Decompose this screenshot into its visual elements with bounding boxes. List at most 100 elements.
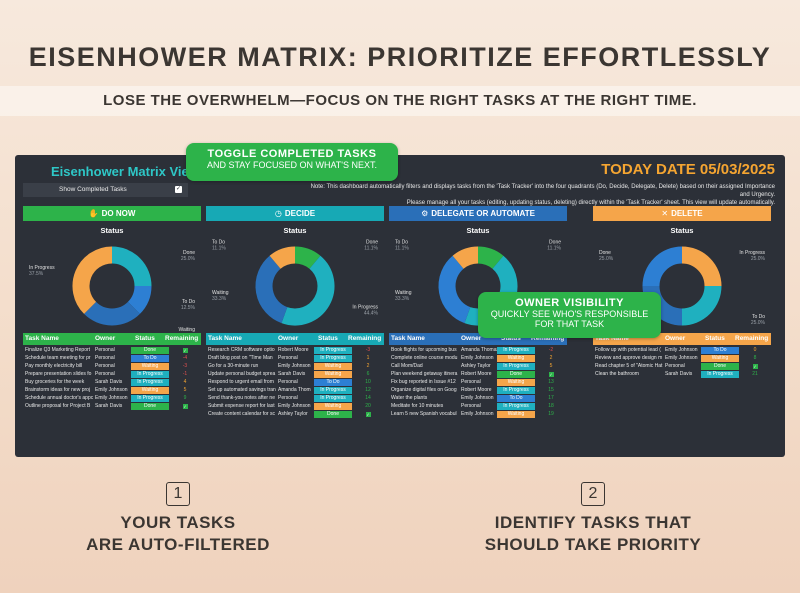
callout-owner-sub-2: FOR THAT TASK	[534, 319, 605, 329]
quadrant-do-title: DO NOW	[101, 209, 136, 218]
column-header-owner: Owner	[461, 335, 482, 342]
status-badge: In Progress	[701, 371, 739, 378]
task-owner: Emily Johnson	[665, 355, 698, 361]
donut-slice-waiting	[438, 255, 471, 324]
table-row[interactable]: Book flights for upcoming bus Amanda Thom…	[389, 347, 567, 355]
show-completed-toggle[interactable]: Show Completed Tasks ✓	[23, 183, 188, 197]
remaining-days: 19	[548, 411, 554, 417]
task-owner: Personal	[95, 355, 115, 361]
remaining-days: -4	[182, 355, 188, 361]
table-row[interactable]: Schedule team meeting for pr Personal To D…	[23, 355, 201, 363]
table-row[interactable]: Follow up with potential lead (Emily Joh…	[593, 347, 771, 355]
donut-percent: 11.1%	[547, 246, 561, 252]
table-row[interactable]: Send thank-you notes after ne Personal In …	[206, 395, 384, 403]
table-row[interactable]: Learn 5 new Spanish vocabul Emily Johnson…	[389, 411, 567, 419]
donut-label: Done	[366, 240, 378, 246]
step-2-number: 2	[581, 482, 605, 506]
status-badge: To Do	[497, 395, 535, 402]
table-row[interactable]: Research CRM software optio Robert Moore I…	[206, 347, 384, 355]
task-name: Research CRM software optio	[208, 347, 275, 353]
hand-icon: ✋	[88, 209, 99, 218]
remaining-days: 14	[365, 395, 371, 401]
table-row[interactable]: Clean the bathroom Sarah Davis In Progress…	[593, 371, 771, 379]
status-badge: Waiting	[497, 355, 535, 362]
donut-slice-done	[111, 246, 152, 287]
task-owner: Personal	[95, 363, 115, 369]
table-row[interactable]: Complete online course modu Emily Johnson…	[389, 355, 567, 363]
show-completed-checkbox[interactable]: ✓	[175, 186, 182, 193]
task-owner: Personal	[278, 379, 298, 385]
step-2-text: IDENTIFY TASKS THAT SHOULD TAKE PRIORITY	[463, 512, 723, 556]
table-row[interactable]: Prepare presentation slides fo Personal In…	[23, 371, 201, 379]
table-row[interactable]: Review and approve design m Emily Johnson…	[593, 355, 771, 363]
task-name: Update personal budget sprea	[208, 371, 276, 377]
table-row[interactable]: Buy groceries for the week Sarah Davis In …	[23, 379, 201, 387]
remaining-days: 5	[183, 387, 187, 393]
task-owner: Emily Johnson	[461, 355, 494, 361]
status-badge: To Do	[701, 347, 739, 354]
table-row[interactable]: Create content calendar for sc Ashley Tay…	[206, 411, 384, 419]
task-name: Review and approve design m	[595, 355, 663, 361]
task-owner: Ashley Taylor	[278, 411, 308, 417]
task-table-header: Task Name Owner Status Remaining	[206, 333, 384, 345]
table-row[interactable]: Schedule annual doctor's appc Emily Johns…	[23, 395, 201, 403]
table-row[interactable]: Call Mom/Dad Ashley Taylor In Progress 5	[389, 363, 567, 371]
dashboard-note: Note: This dashboard automatically filte…	[300, 183, 775, 207]
status-badge: In Progress	[314, 387, 352, 394]
table-row[interactable]: Update personal budget sprea Sarah Davis W…	[206, 371, 384, 379]
remaining-days: 12	[365, 387, 371, 393]
task-name: Plan weekend getaway itinera	[391, 371, 458, 377]
table-row[interactable]: Set up automated savings tran Amanda Thom…	[206, 387, 384, 395]
table-row[interactable]: Outline proposal for Project B Sarah Davi…	[23, 403, 201, 411]
donut-label: To Do	[182, 299, 195, 305]
callout-owner-visibility: OWNER VISIBILITY QUICKLY SEE WHO'S RESPO…	[478, 292, 661, 338]
status-badge: Waiting	[131, 363, 169, 370]
table-row[interactable]: Fix bug reported in Issue #12 Personal Wai…	[389, 379, 567, 387]
task-owner: Amanda Thom	[278, 387, 311, 393]
task-name: Brainstorm ideas for new proj	[25, 387, 91, 393]
quadrant-do-header: ✋ DO NOW	[23, 206, 201, 221]
quadrant-decide-title: DECIDE	[284, 209, 316, 218]
column-header-status: Status	[501, 335, 521, 342]
table-row[interactable]: Draft blog post on "Time Man Personal In P…	[206, 355, 384, 363]
task-owner: Emily Johnson	[461, 395, 494, 401]
status-badge: In Progress	[314, 347, 352, 354]
table-row[interactable]: Submit expense report for last Emily John…	[206, 403, 384, 411]
table-row[interactable]: Water the plants Emily Johnson To Do 17	[389, 395, 567, 403]
table-row[interactable]: Organize digital files on Goog Robert Moo…	[389, 387, 567, 395]
table-row[interactable]: Brainstorm ideas for new proj Emily Johns…	[23, 387, 201, 395]
donut-label: Waiting	[395, 290, 412, 296]
callout-toggle-completed: TOGGLE COMPLETED TASKS AND STAY FOCUSED …	[186, 143, 398, 181]
remaining-days: 13	[548, 379, 554, 385]
status-badge: Done	[497, 371, 535, 378]
status-badge: To Do	[131, 355, 169, 362]
task-owner: Personal	[461, 379, 481, 385]
donut-label: To Do	[212, 240, 225, 246]
column-header-status: Status	[318, 335, 338, 342]
table-row[interactable]: Plan weekend getaway itinera Robert Moore…	[389, 371, 567, 379]
remaining-days: -2	[548, 347, 554, 353]
donut-label: In Progress	[29, 265, 55, 271]
table-row[interactable]: Respond to urgent email from Personal To D…	[206, 379, 384, 387]
table-row[interactable]: Pay monthly electricity bill Personal Wait…	[23, 363, 201, 371]
table-row[interactable]: Read chapter 5 of "Atomic Hat Personal Don…	[593, 363, 771, 371]
donut-percent: 44.4%	[364, 311, 379, 317]
promo-title: EISENHOWER MATRIX: PRIORITIZE EFFORTLESS…	[28, 42, 772, 72]
status-badge: In Progress	[131, 395, 169, 402]
table-row[interactable]: Meditate for 10 minutes Personal In Progre…	[389, 403, 567, 411]
task-name: Outline proposal for Project B	[25, 403, 91, 409]
donut-percent: 37.5%	[29, 271, 44, 277]
donut-percent: 11.1%	[395, 246, 409, 252]
donut-percent: 11.1%	[364, 246, 378, 252]
task-name: Finalize Q3 Marketing Report	[25, 347, 91, 353]
remaining-days: 2	[366, 363, 370, 369]
column-header-task: Task Name	[595, 335, 629, 342]
donut-slice-in-progress	[681, 246, 722, 287]
table-row[interactable]: Finalize Q3 Marketing Report Personal Done…	[23, 347, 201, 355]
task-owner: Robert Moore	[278, 347, 309, 353]
remaining-days: 6	[366, 371, 370, 377]
task-name: Call Mom/Dad	[391, 363, 423, 369]
table-row[interactable]: Go for a 30-minute run Emily Johnson Waiti…	[206, 363, 384, 371]
status-badge: In Progress	[497, 347, 535, 354]
status-chart-title: Status	[466, 226, 490, 235]
